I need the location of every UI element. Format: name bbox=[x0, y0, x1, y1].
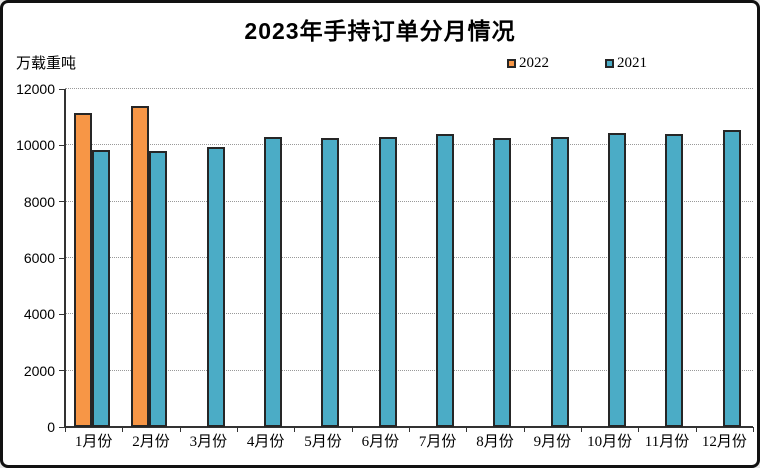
x-axis-tick bbox=[294, 427, 296, 432]
x-axis-tick bbox=[65, 427, 66, 432]
gridline bbox=[65, 313, 753, 315]
y-axis-tick bbox=[59, 257, 65, 259]
x-axis-tick bbox=[409, 427, 410, 432]
x-axis-label: 4月份 bbox=[246, 434, 285, 450]
bar-2021-8月份 bbox=[493, 138, 512, 427]
legend-item-2022: 2022 bbox=[507, 56, 549, 71]
y-axis-label: 2000 bbox=[23, 362, 55, 379]
bar-2021-9月份 bbox=[550, 136, 569, 427]
y-axis-line bbox=[64, 89, 66, 427]
y-axis-label: 8000 bbox=[23, 193, 55, 210]
x-axis-label: 10月份 bbox=[587, 434, 633, 450]
x-axis-tick bbox=[523, 427, 525, 432]
x-axis-label: 9月份 bbox=[533, 434, 572, 450]
y-axis-tick bbox=[59, 313, 65, 315]
plot-area: 0 2000 4000 6000 8000 10000 12000 1月份 2月份 3月份 4月份 5… bbox=[3, 3, 757, 465]
x-axis-label: 3月份 bbox=[189, 434, 228, 450]
x-axis-tick bbox=[237, 427, 238, 432]
bar-2022-1月份 bbox=[74, 112, 92, 427]
gridline bbox=[65, 200, 753, 202]
y-axis-label: 10000 bbox=[16, 137, 55, 154]
x-axis-tick bbox=[466, 427, 468, 432]
legend-swatch-2022-icon bbox=[507, 59, 516, 68]
bar-2021-12月份 bbox=[722, 129, 741, 427]
legend-item-2021: 2021 bbox=[605, 56, 647, 71]
bar-2021-10月份 bbox=[608, 132, 626, 427]
x-axis-tick bbox=[122, 427, 124, 432]
gridline bbox=[65, 257, 753, 258]
legend-label-2021: 2021 bbox=[617, 55, 647, 71]
y-axis-label: 0 bbox=[47, 419, 55, 435]
y-axis-tick bbox=[59, 88, 65, 90]
x-axis-label: 2月份 bbox=[132, 434, 170, 450]
x-axis-tick bbox=[581, 427, 582, 432]
y-axis-tick bbox=[59, 370, 65, 372]
x-axis-label: 12月份 bbox=[701, 434, 747, 450]
bar-2021-5月份 bbox=[321, 138, 340, 427]
legend-swatch-2021-icon bbox=[605, 59, 614, 68]
x-axis-label: 5月份 bbox=[304, 434, 342, 450]
gridline bbox=[65, 144, 753, 146]
y-axis-tick bbox=[59, 144, 65, 146]
legend-label-2022: 2022 bbox=[519, 55, 549, 71]
x-axis-label: 7月份 bbox=[418, 434, 457, 450]
bar-2021-3月份 bbox=[206, 146, 225, 427]
x-axis-tick bbox=[179, 427, 181, 432]
bar-2021-4月份 bbox=[264, 136, 282, 427]
x-axis-tick bbox=[351, 427, 353, 432]
x-axis-label: 11月份 bbox=[644, 434, 690, 450]
bar-2021-1月份 bbox=[92, 149, 110, 427]
bar-2021-7月份 bbox=[436, 134, 454, 427]
legend: 2022 2021 bbox=[507, 56, 647, 71]
y-axis-tick bbox=[59, 426, 65, 428]
x-axis-label: 6月份 bbox=[361, 434, 400, 450]
bar-2021-2月份 bbox=[149, 150, 168, 427]
y-axis-label: 12000 bbox=[16, 81, 55, 97]
chart-title: 2023年手持订单分月情况 bbox=[244, 18, 516, 44]
x-axis-tick bbox=[753, 427, 754, 432]
y-axis-label: 4000 bbox=[23, 306, 55, 323]
x-axis-label: 8月份 bbox=[476, 434, 514, 450]
y-axis-label: 6000 bbox=[23, 250, 55, 266]
gridline bbox=[65, 88, 753, 89]
x-axis-label: 1月份 bbox=[74, 434, 113, 450]
bar-2021-11月份 bbox=[665, 134, 684, 427]
x-axis-line bbox=[64, 426, 753, 428]
y-axis-unit-label: 万载重吨 bbox=[16, 56, 77, 72]
y-axis-tick bbox=[59, 201, 65, 203]
bar-2021-6月份 bbox=[378, 136, 397, 427]
x-axis-tick bbox=[638, 427, 640, 432]
bar-2022-2月份 bbox=[131, 105, 150, 427]
gridline bbox=[65, 369, 753, 371]
x-axis-tick bbox=[695, 427, 697, 432]
